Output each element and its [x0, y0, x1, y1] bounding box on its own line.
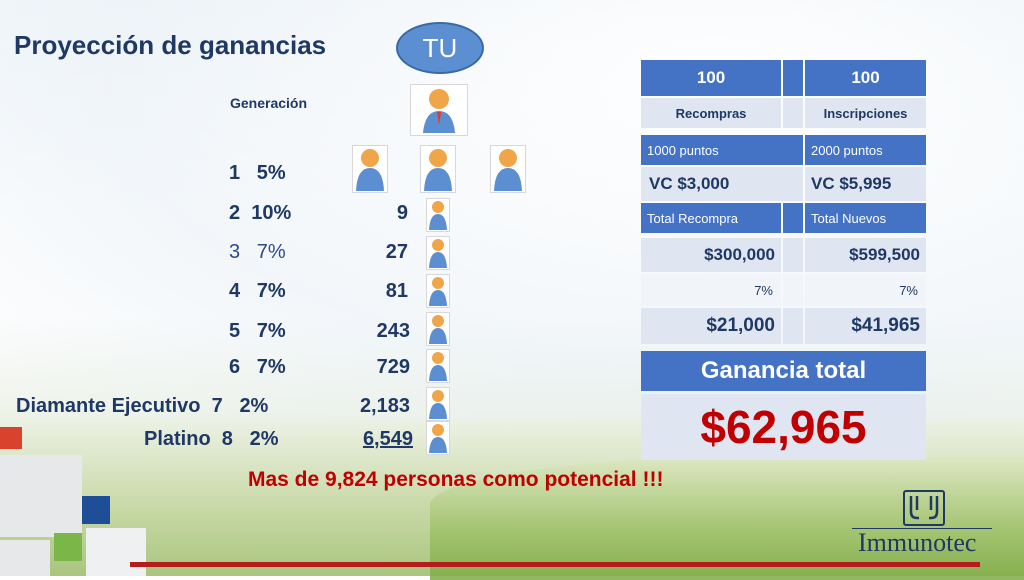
gen-level: 2 — [229, 202, 241, 224]
tu-person-icon — [410, 84, 468, 136]
gen-percent: 7% — [256, 356, 286, 378]
table-col2-total-label: Total Nuevos — [805, 203, 926, 233]
table-gap — [783, 203, 803, 233]
person-icon — [426, 421, 450, 455]
gen-2-label: 2 10% — [229, 202, 291, 225]
table-col2-head: 100 — [805, 60, 926, 96]
gen-6-count: 729 — [376, 356, 410, 378]
ganancia-total-value: $62,965 — [641, 394, 926, 460]
deco-square-green — [54, 533, 82, 561]
gen-level: 6 — [229, 356, 241, 378]
deco-square-grey3 — [86, 528, 146, 576]
table-col1-sub: Recompras — [641, 98, 781, 128]
table-col1-total: $300,000 — [641, 238, 781, 272]
deco-square-grey — [0, 455, 82, 537]
potencial-text: Mas de 9,824 personas como potencial !!! — [248, 468, 664, 491]
gen-level: 4 — [229, 280, 241, 302]
gen-3-label: 3 7% — [229, 241, 286, 264]
table-col1-head: 100 — [641, 60, 781, 96]
person-icon — [426, 274, 450, 308]
gen-level: 8 — [221, 428, 233, 450]
gen-level: 3 — [229, 241, 241, 263]
tu-badge: TU — [396, 22, 484, 74]
table-gap — [783, 274, 803, 306]
gen-percent: 10% — [251, 202, 292, 224]
table-col2-total: $599,500 — [805, 238, 926, 272]
gen-5-count: 243 — [376, 320, 410, 342]
logo-divider — [852, 528, 992, 529]
gen-percent: 7% — [256, 241, 286, 263]
gen-1-label: 1 5% — [229, 162, 286, 185]
gen-5-label: 5 7% — [229, 320, 286, 343]
table-gap — [783, 238, 803, 272]
gen-2-count: 9 — [396, 202, 408, 224]
gen-rank: Diamante Ejecutivo — [16, 395, 201, 417]
background-grass — [430, 455, 1024, 580]
table-col2-vc: VC $5,995 — [805, 167, 926, 201]
deco-square-grey2 — [0, 540, 50, 576]
immunotec-logo-icon — [903, 490, 945, 526]
gen-percent: 2% — [249, 428, 279, 450]
person-icon — [426, 236, 450, 270]
table-col2-points: 2000 puntos — [805, 135, 926, 165]
gen-7-count: 2,183 — [359, 395, 410, 417]
table-gap — [783, 308, 803, 344]
table-col2-pct: 7% — [805, 274, 926, 306]
generacion-label: Generación — [230, 95, 308, 111]
gen-percent: 7% — [256, 280, 286, 302]
table-col1-points: 1000 puntos — [641, 135, 803, 165]
gen-rank: Platino — [144, 428, 211, 450]
gen-7-label: Diamante Ejecutivo 7 2% — [16, 395, 268, 418]
gen-level: 1 — [229, 162, 241, 184]
table-col1-pct: 7% — [641, 274, 781, 306]
person-icon — [426, 198, 450, 232]
table-col1-total-label: Total Recompra — [641, 203, 781, 233]
person-icon — [420, 145, 456, 193]
table-col1-earn: $21,000 — [641, 308, 781, 344]
gen-percent: 7% — [256, 320, 286, 342]
gen-percent: 2% — [239, 395, 269, 417]
gen-6-label: 6 7% — [229, 356, 286, 379]
gen-4-label: 4 7% — [229, 280, 286, 303]
table-gap — [783, 60, 803, 96]
deco-square-navy — [82, 496, 110, 524]
immunotec-logo-text: Immunotec — [858, 528, 977, 557]
table-col1-vc: VC $3,000 — [641, 167, 803, 201]
deco-square-red — [0, 427, 22, 449]
page-title: Proyección de ganancias — [14, 30, 327, 60]
person-icon — [426, 387, 450, 421]
gen-3-count: 27 — [385, 241, 408, 263]
table-col2-sub: Inscripciones — [805, 98, 926, 128]
gen-4-count: 81 — [385, 280, 408, 302]
table-col2-earn: $41,965 — [805, 308, 926, 344]
gen-8-count: 6,549 — [362, 428, 413, 450]
gen-level: 7 — [211, 395, 223, 417]
person-icon — [426, 312, 450, 346]
gen-8-label: Platino 8 2% — [144, 428, 279, 451]
person-icon — [490, 145, 526, 193]
table-gap — [783, 98, 803, 128]
person-icon — [352, 145, 388, 193]
person-icon — [426, 349, 450, 383]
ganancia-total-label: Ganancia total — [641, 351, 926, 391]
gen-percent: 5% — [256, 162, 286, 184]
gen-level: 5 — [229, 320, 241, 342]
footer-divider — [130, 562, 980, 567]
